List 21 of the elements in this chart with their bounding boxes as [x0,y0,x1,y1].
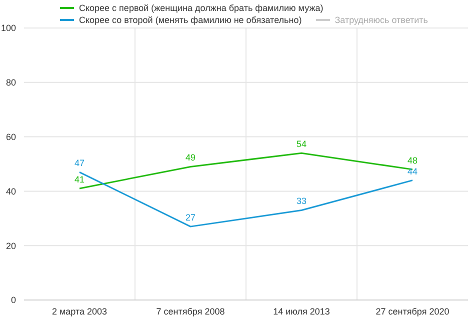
legend-label: Скорее со второй (менять фамилию не обязательно) [78,14,302,26]
x-tick-label: 27 сентября 2020 [376,306,450,316]
data-label: 49 [185,152,196,163]
y-tick-label: 80 [6,78,16,88]
data-label: 48 [407,155,418,166]
data-label: 47 [74,158,85,168]
data-label: 44 [407,166,418,176]
x-tick-label: 2 марта 2003 [52,306,108,316]
y-tick-label: 20 [6,240,16,251]
data-label: 27 [185,212,196,223]
data-label: 33 [296,196,307,206]
x-tick-label: 14 июля 2013 [273,306,330,316]
x-tick-label: 7 сентября 2008 [156,306,225,316]
data-label: 54 [296,139,307,150]
y-tick-label: 100 [0,23,16,34]
legend-label: Затрудняюсь ответить [334,14,428,26]
y-tick-label: 60 [6,132,16,142]
legend-label: Скорее с первой (женщина должна брать фамилию мужа) [78,2,324,14]
data-label: 41 [74,174,85,184]
y-tick-label: 0 [10,295,16,306]
y-tick-label: 40 [6,186,16,196]
